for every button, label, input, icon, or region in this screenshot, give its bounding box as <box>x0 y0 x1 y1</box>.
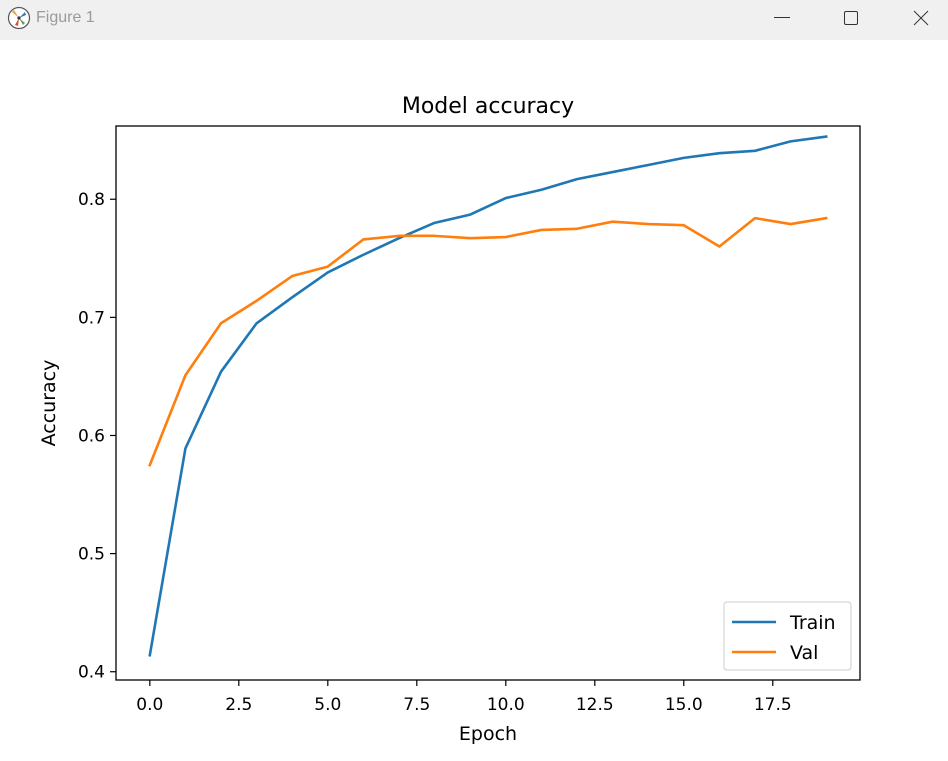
x-tick-label: 10.0 <box>487 695 525 715</box>
close-icon <box>913 10 929 26</box>
maximize-button[interactable] <box>816 0 886 36</box>
legend-label-val: Val <box>790 642 818 664</box>
y-tick-label: 0.8 <box>78 190 105 210</box>
x-axis-label: Epoch <box>459 723 517 745</box>
figure-canvas: Model accuracy 0.0 2.5 5.0 7.5 10.0 12.5 15.0 1… <box>0 40 948 757</box>
minimize-button[interactable] <box>747 0 817 36</box>
chart-title: Model accuracy <box>402 94 574 119</box>
y-tick-label: 0.4 <box>78 663 105 683</box>
maximize-icon <box>844 11 858 25</box>
x-tick-label: 5.0 <box>314 695 341 715</box>
accuracy-chart: Model accuracy 0.0 2.5 5.0 7.5 10.0 12.5 15.0 1… <box>38 94 861 745</box>
x-tick-label: 2.5 <box>225 695 252 715</box>
x-tick-label: 17.5 <box>754 695 792 715</box>
series-line-val <box>148 216 828 467</box>
window-titlebar: Figure 1 <box>0 0 948 40</box>
legend: Train Val <box>723 601 852 671</box>
window-title: Figure 1 <box>36 9 95 26</box>
plot-lines <box>148 135 828 657</box>
x-axis: 0.0 2.5 5.0 7.5 10.0 12.5 15.0 17.5 <box>136 680 792 715</box>
series-line-train <box>148 135 828 657</box>
x-tick-label: 0.0 <box>136 695 163 715</box>
x-tick-label: 12.5 <box>576 695 614 715</box>
y-tick-label: 0.6 <box>78 426 105 446</box>
y-axis: 0.4 0.5 0.6 0.7 0.8 <box>78 190 116 683</box>
y-axis-label: Accuracy <box>38 360 60 447</box>
minimize-icon <box>774 17 790 18</box>
close-button[interactable] <box>886 0 948 36</box>
x-tick-label: 15.0 <box>665 695 703 715</box>
y-tick-label: 0.5 <box>78 545 105 565</box>
y-tick-label: 0.7 <box>78 308 105 328</box>
legend-label-train: Train <box>789 612 836 634</box>
x-tick-label: 7.5 <box>403 695 430 715</box>
matplotlib-icon <box>7 6 31 30</box>
plot-area-frame <box>115 125 861 681</box>
